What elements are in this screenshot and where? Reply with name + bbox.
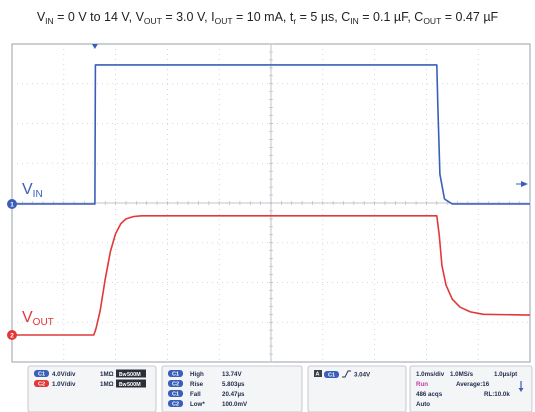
badge-label: C1 xyxy=(172,391,179,397)
acquisition-box xyxy=(409,365,533,412)
caption-part: = 0.47 µF xyxy=(441,10,499,24)
bandwidth-prefix: Bw xyxy=(119,382,127,388)
ground-marker-label: 1 xyxy=(10,202,14,209)
series-line-vin xyxy=(12,64,530,205)
channel-settings-box xyxy=(27,365,157,412)
caption-part: = 10 mA, t xyxy=(232,10,294,24)
acq-resolution: 1.0µs/pt xyxy=(494,371,517,378)
channel-scale: 4.0V/div xyxy=(52,371,76,378)
channel-badge-c2 xyxy=(34,380,49,387)
badge-label: C1 xyxy=(38,371,45,377)
caption-part: = 0 V to 14 V, V xyxy=(53,10,144,24)
caption-subscript: OUT xyxy=(143,16,162,26)
caption-part: = 5 µs, C xyxy=(296,10,351,24)
series-label-vout: VOUT xyxy=(22,309,54,328)
caption-part: V xyxy=(36,10,46,24)
measurement-value: 20.47µs xyxy=(222,391,245,398)
badge-label: C1 xyxy=(328,372,335,378)
trigger-level-marker xyxy=(521,181,528,187)
series-label-sub: OUT xyxy=(33,317,54,328)
measurement-value: 13.74V xyxy=(222,371,242,378)
measurement-badge xyxy=(168,400,183,407)
trigger-channel-badge xyxy=(324,371,339,378)
badge-label: C2 xyxy=(172,401,179,407)
trigger-level: 3.04V xyxy=(354,371,371,378)
badge-label: C2 xyxy=(172,381,179,387)
bandwidth-box xyxy=(116,379,146,388)
channel-impedance: 1MΩ xyxy=(100,371,114,378)
trigger-position-marker xyxy=(91,44,98,49)
caption-part: = 3.0 V, I xyxy=(161,10,215,24)
caption-subscript: r xyxy=(293,16,297,26)
bandwidth-box xyxy=(116,369,146,378)
bandwidth-prefix: Bw xyxy=(119,372,127,378)
badge-label: C1 xyxy=(172,371,179,377)
acq-count: 486 acqs xyxy=(416,391,443,398)
caption-subscript: OUT xyxy=(423,16,442,26)
chart-title: VIN = 0 V to 14 V, VOUT = 3.0 V, IOUT = … xyxy=(0,0,535,34)
traces: 12 xyxy=(7,64,531,340)
caption-part: = 0.1 µF, C xyxy=(358,10,424,24)
measurement-label: Fall xyxy=(190,391,201,398)
series-label-main: V xyxy=(22,181,33,198)
measurement-value: 100.0mV xyxy=(222,401,248,408)
ground-marker-label: 2 xyxy=(10,333,14,340)
measurement-label: Low* xyxy=(190,401,205,408)
measurement-badge xyxy=(168,390,183,397)
info-panel: C1 4.0V/div 1MΩ Bw 500M C2 1.0V/div 1MΩ Bw 500M C1… xyxy=(0,364,535,412)
bandwidth-value: 500M xyxy=(127,382,141,388)
trigger-badge-a xyxy=(314,370,322,377)
ground-marker-c1 xyxy=(7,199,17,209)
acq-samplerate: 1.0MS/s xyxy=(450,371,474,378)
grid xyxy=(11,43,531,363)
channel-impedance: 1MΩ xyxy=(100,381,114,388)
acq-average: Average:16 xyxy=(456,381,490,388)
badge-label: C2 xyxy=(38,381,45,387)
acq-trigger-mode: Auto xyxy=(416,401,430,408)
ground-marker-c2 xyxy=(7,330,17,340)
rising-edge-icon xyxy=(342,370,351,378)
measurement-box xyxy=(161,365,303,412)
acq-record-length: RL:10.0k xyxy=(484,391,510,398)
channel-scale: 1.0V/div xyxy=(52,381,76,388)
bandwidth-value: 500M xyxy=(127,372,141,378)
trigger-badge-a-label: A xyxy=(316,372,320,378)
measurement-badge xyxy=(168,370,183,377)
acq-indicator-arrow xyxy=(518,388,524,392)
measurement-value: 5.803µs xyxy=(222,381,245,388)
series-line-vout xyxy=(12,215,531,336)
caption-subscript: IN xyxy=(350,16,359,26)
measurement-label: Rise xyxy=(190,381,204,388)
measurement-label: High xyxy=(190,371,204,378)
caption-subscript: OUT xyxy=(214,16,233,26)
series-label-main: V xyxy=(22,309,33,326)
series-label-vin: VIN xyxy=(22,181,43,200)
measurement-badge xyxy=(168,380,183,387)
acq-timebase: 1.0ms/div xyxy=(416,371,445,378)
caption-subscript: IN xyxy=(45,16,54,26)
acq-run-state: Run xyxy=(416,381,428,388)
channel-badge-c1 xyxy=(34,370,49,377)
series-label-sub: IN xyxy=(33,189,43,200)
